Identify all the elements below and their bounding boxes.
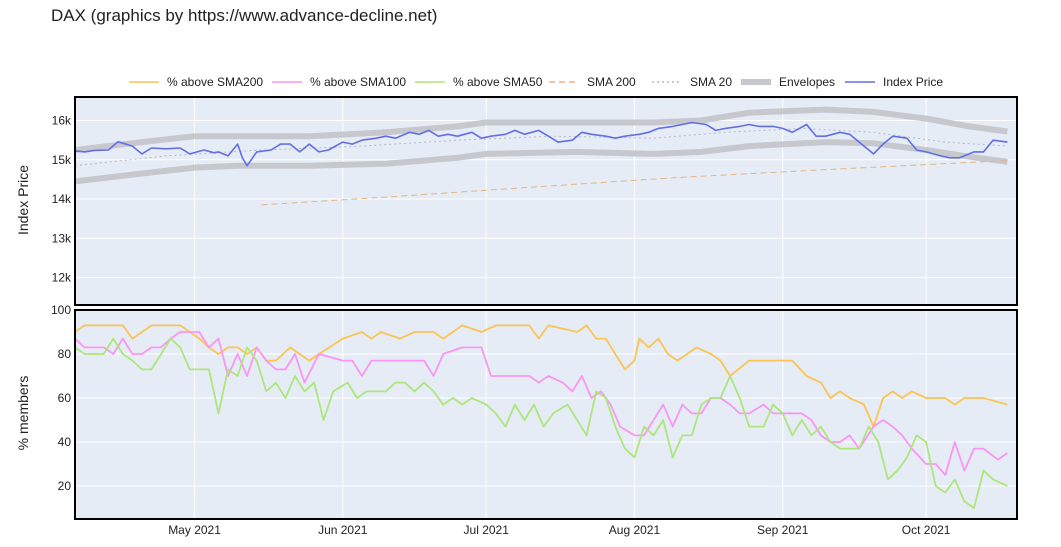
legend-label: SMA 200 xyxy=(587,75,636,89)
x-tick-label: Oct 2021 xyxy=(902,523,951,537)
legend-swatch xyxy=(129,81,159,83)
top-panel-border xyxy=(74,96,1018,306)
pct-above-sma100-line xyxy=(74,331,1008,476)
x-tick-label: Jun 2021 xyxy=(318,523,368,537)
chart-title: DAX (graphics by https://www.advance-dec… xyxy=(51,6,438,25)
x-tick-label: May 2021 xyxy=(168,523,221,537)
sma20-line xyxy=(74,127,1008,167)
envelope-upper-line xyxy=(74,106,1008,153)
bottom-panel-y-tick-label: 80 xyxy=(58,347,72,361)
pct-above-sma200-line xyxy=(74,324,1008,428)
legend-label: Envelopes xyxy=(779,75,836,89)
bottom-panel-y-tick-label: 20 xyxy=(58,479,72,493)
legend-label: % above SMA50 xyxy=(453,75,543,89)
legend-swatch xyxy=(549,81,579,83)
top-panel-y-tick-label: 16k xyxy=(52,114,72,128)
bottom-panel-border xyxy=(74,309,1018,520)
legend-label: % above SMA100 xyxy=(310,75,407,89)
x-tick-label: Aug 2021 xyxy=(609,523,661,537)
index-price-line xyxy=(74,121,1008,167)
bottom-panel-background xyxy=(75,310,1017,519)
top-panel-y-tick-label: 13k xyxy=(52,231,72,245)
bottom-panel-y-tick-label: 100 xyxy=(51,303,71,317)
bottom-panel-y-tick-label: 40 xyxy=(58,435,72,449)
bottom-panel-y-tick-label: 60 xyxy=(58,391,72,405)
legend-swatch xyxy=(845,81,875,83)
x-tick-label: Jul 2021 xyxy=(464,523,510,537)
legend-swatch xyxy=(652,81,682,83)
top-panel-y-tick-label: 15k xyxy=(52,153,72,167)
legend-swatch xyxy=(415,81,445,83)
pct-above-sma50-line xyxy=(74,337,1008,509)
legend-swatch xyxy=(741,79,771,85)
top-panel-y-tick-label: 14k xyxy=(52,192,72,206)
top-panel-y-tick-label: 12k xyxy=(52,271,72,285)
legend[interactable]: % above SMA200 % above SMA100 % above SMA5… xyxy=(123,68,945,98)
x-tick-label: Sep 2021 xyxy=(757,523,809,537)
legend-swatch xyxy=(272,81,302,83)
legend-label: Index Price xyxy=(883,75,944,89)
sma200-line xyxy=(261,160,1008,206)
envelope-lower-line xyxy=(74,139,1008,185)
top-panel-background xyxy=(75,97,1017,305)
legend-label: SMA 20 xyxy=(690,75,733,89)
legend-label: % above SMA200 xyxy=(167,75,264,89)
